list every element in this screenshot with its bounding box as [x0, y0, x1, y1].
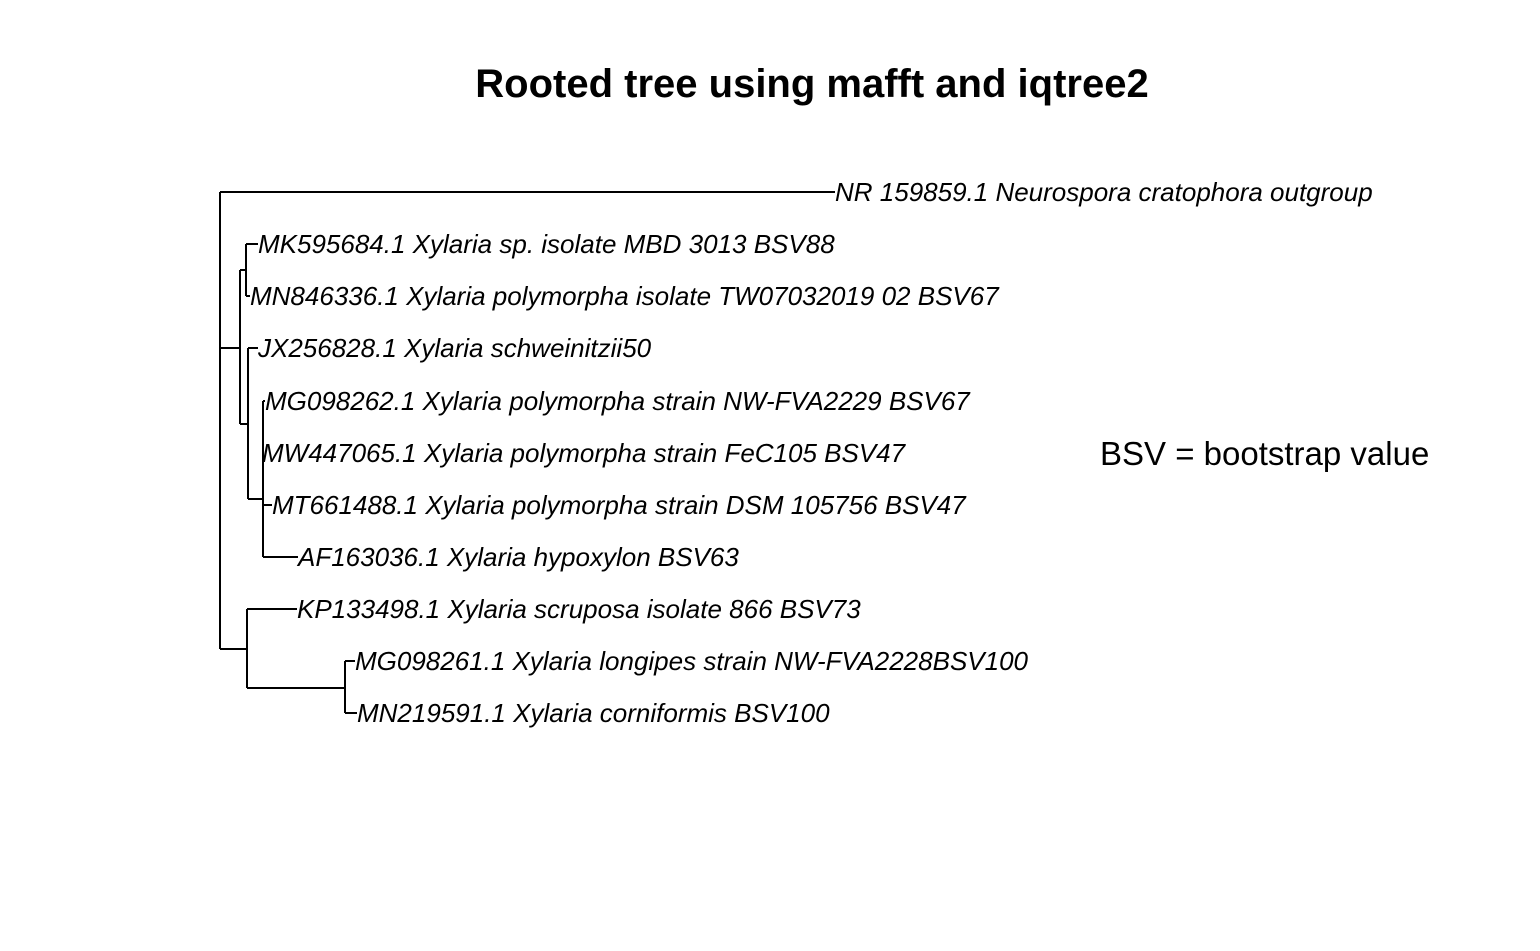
- plot-title: Rooted tree using mafft and iqtree2: [475, 62, 1149, 106]
- tip-label: MG098261.1 Xylaria longipes strain NW-FV…: [355, 646, 1029, 676]
- tip-label: MT661488.1 Xylaria polymorpha strain DSM…: [272, 490, 967, 520]
- tip-labels: NR 159859.1 Neurospora cratophora outgro…: [250, 177, 1373, 728]
- tip-label: NR 159859.1 Neurospora cratophora outgro…: [835, 177, 1373, 207]
- bsv-legend-note: BSV = bootstrap value: [1100, 435, 1430, 472]
- tip-label: MN219591.1 Xylaria corniformis BSV100: [357, 698, 830, 728]
- tip-label: AF163036.1 Xylaria hypoxylon BSV63: [296, 542, 739, 572]
- tip-label: KP133498.1 Xylaria scruposa isolate 866 …: [297, 594, 861, 624]
- tree-edges: [219, 191, 835, 714]
- tip-label: JX256828.1 Xylaria schweinitzii50: [257, 333, 652, 363]
- tip-label: MW447065.1 Xylaria polymorpha strain FeC…: [262, 438, 907, 468]
- tip-label: MG098262.1 Xylaria polymorpha strain NW-…: [265, 386, 971, 416]
- tip-label: MK595684.1 Xylaria sp. isolate MBD 3013 …: [258, 229, 835, 259]
- tip-label: MN846336.1 Xylaria polymorpha isolate TW…: [250, 281, 1000, 311]
